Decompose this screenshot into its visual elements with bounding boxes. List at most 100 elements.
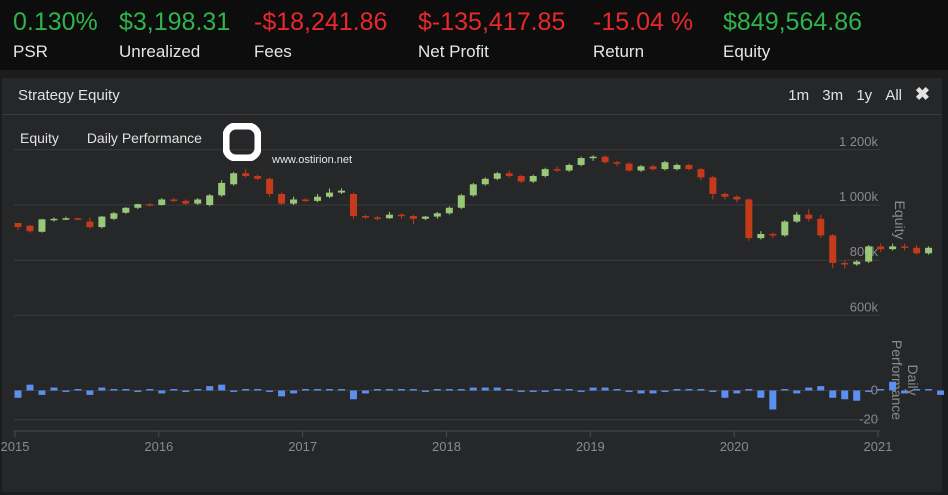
tab-equity[interactable]: Equity xyxy=(20,130,59,146)
performance-bar xyxy=(577,390,585,392)
range-1m-button[interactable]: 1m xyxy=(788,87,810,104)
tab-daily-performance[interactable]: Daily Performance xyxy=(86,130,202,146)
candle-body xyxy=(769,233,777,236)
performance-tick-label: 0 xyxy=(871,383,878,398)
candle-body xyxy=(925,247,933,254)
candle-body xyxy=(230,173,238,185)
performance-axis-title-line: Daily xyxy=(905,364,921,395)
equity-candle xyxy=(673,163,681,171)
range-3m-button[interactable]: 3m xyxy=(822,87,844,104)
equity-candle xyxy=(26,224,34,233)
candle-body xyxy=(421,216,429,219)
candle-body xyxy=(745,199,753,239)
equity-candle xyxy=(805,209,813,222)
chart-tabs: Equity Daily Performance xyxy=(20,130,226,146)
candle-body xyxy=(913,247,921,254)
equity-candle xyxy=(158,198,166,206)
equity-candle xyxy=(98,216,106,229)
equity-candle xyxy=(577,156,585,167)
performance-bar xyxy=(913,389,921,391)
candle-body xyxy=(397,214,405,217)
candle-body xyxy=(290,199,298,204)
performance-bar xyxy=(206,386,214,391)
equity-candle xyxy=(745,198,753,241)
performance-bar xyxy=(302,389,310,391)
candle-body xyxy=(445,207,453,214)
candle-body xyxy=(565,164,573,171)
stat-fees: -$18,241.86 Fees xyxy=(254,6,387,63)
candle-body xyxy=(661,162,669,170)
candle-body xyxy=(326,192,334,197)
candle-body xyxy=(889,246,897,250)
performance-bar xyxy=(409,389,417,391)
performance-bar xyxy=(254,389,262,391)
candle-body xyxy=(589,156,597,159)
performance-bar xyxy=(865,390,873,392)
equity-candle xyxy=(266,177,274,197)
candle-body xyxy=(721,193,729,197)
candle-body xyxy=(433,213,441,217)
performance-bar xyxy=(110,389,118,391)
performance-bar xyxy=(781,389,789,391)
equity-candle xyxy=(445,206,453,215)
performance-bar xyxy=(517,390,525,392)
candle-body xyxy=(74,218,82,220)
performance-bar xyxy=(625,390,633,392)
performance-bar xyxy=(397,389,405,391)
performance-bar xyxy=(146,389,154,391)
equity-candle xyxy=(146,202,154,207)
stat-unrealized: $3,198.31 Unrealized xyxy=(119,6,230,63)
performance-bar xyxy=(469,387,477,391)
equity-candle xyxy=(913,245,921,255)
candle-body xyxy=(673,164,681,170)
equity-candle xyxy=(637,164,645,172)
equity-candle xyxy=(385,211,393,219)
candle-body xyxy=(218,182,226,196)
performance-axis-title-line: Performance xyxy=(889,340,905,420)
candle-body xyxy=(26,225,34,232)
equity-candle xyxy=(110,211,118,221)
x-tick-label: 2017 xyxy=(288,439,317,454)
range-all-button[interactable]: All xyxy=(885,87,902,104)
close-icon[interactable]: ✖ xyxy=(914,84,930,104)
candle-body xyxy=(14,222,22,228)
performance-bar xyxy=(697,389,705,391)
performance-bar xyxy=(589,387,597,391)
equity-candle xyxy=(218,180,226,197)
panel-header: Strategy Equity 1m 3m 1y All ✖ xyxy=(2,78,942,115)
x-tick-label: 2020 xyxy=(720,439,749,454)
performance-bar xyxy=(685,389,693,391)
candle-body xyxy=(757,233,765,239)
candle-body xyxy=(62,218,70,220)
performance-bar xyxy=(733,390,741,394)
performance-bar xyxy=(937,390,945,395)
performance-bar xyxy=(565,389,573,391)
equity-candle xyxy=(517,174,525,183)
candle-body xyxy=(349,193,357,217)
performance-bar xyxy=(385,389,393,391)
candle-body xyxy=(793,214,801,222)
equity-candle xyxy=(589,155,597,161)
candle-body xyxy=(577,158,585,165)
equity-candle xyxy=(421,216,429,221)
performance-bar xyxy=(278,390,286,397)
performance-bar xyxy=(817,386,825,391)
performance-bar xyxy=(242,389,250,391)
equity-candle xyxy=(457,193,465,210)
performance-bar xyxy=(493,387,501,391)
performance-bar xyxy=(769,390,777,410)
candle-body xyxy=(170,199,178,201)
candle-body xyxy=(865,246,873,262)
equity-candle xyxy=(553,166,561,172)
performance-bar xyxy=(661,390,669,392)
candle-body xyxy=(541,169,549,177)
performance-bar xyxy=(649,390,657,394)
equity-candle xyxy=(601,155,609,164)
candle-body xyxy=(493,173,501,179)
performance-bar xyxy=(50,387,58,391)
candle-body xyxy=(505,173,513,177)
equity-candle xyxy=(433,211,441,219)
range-1y-button[interactable]: 1y xyxy=(856,87,873,104)
performance-tick-label: -20 xyxy=(859,412,878,427)
x-tick-label: 2021 xyxy=(864,439,893,454)
